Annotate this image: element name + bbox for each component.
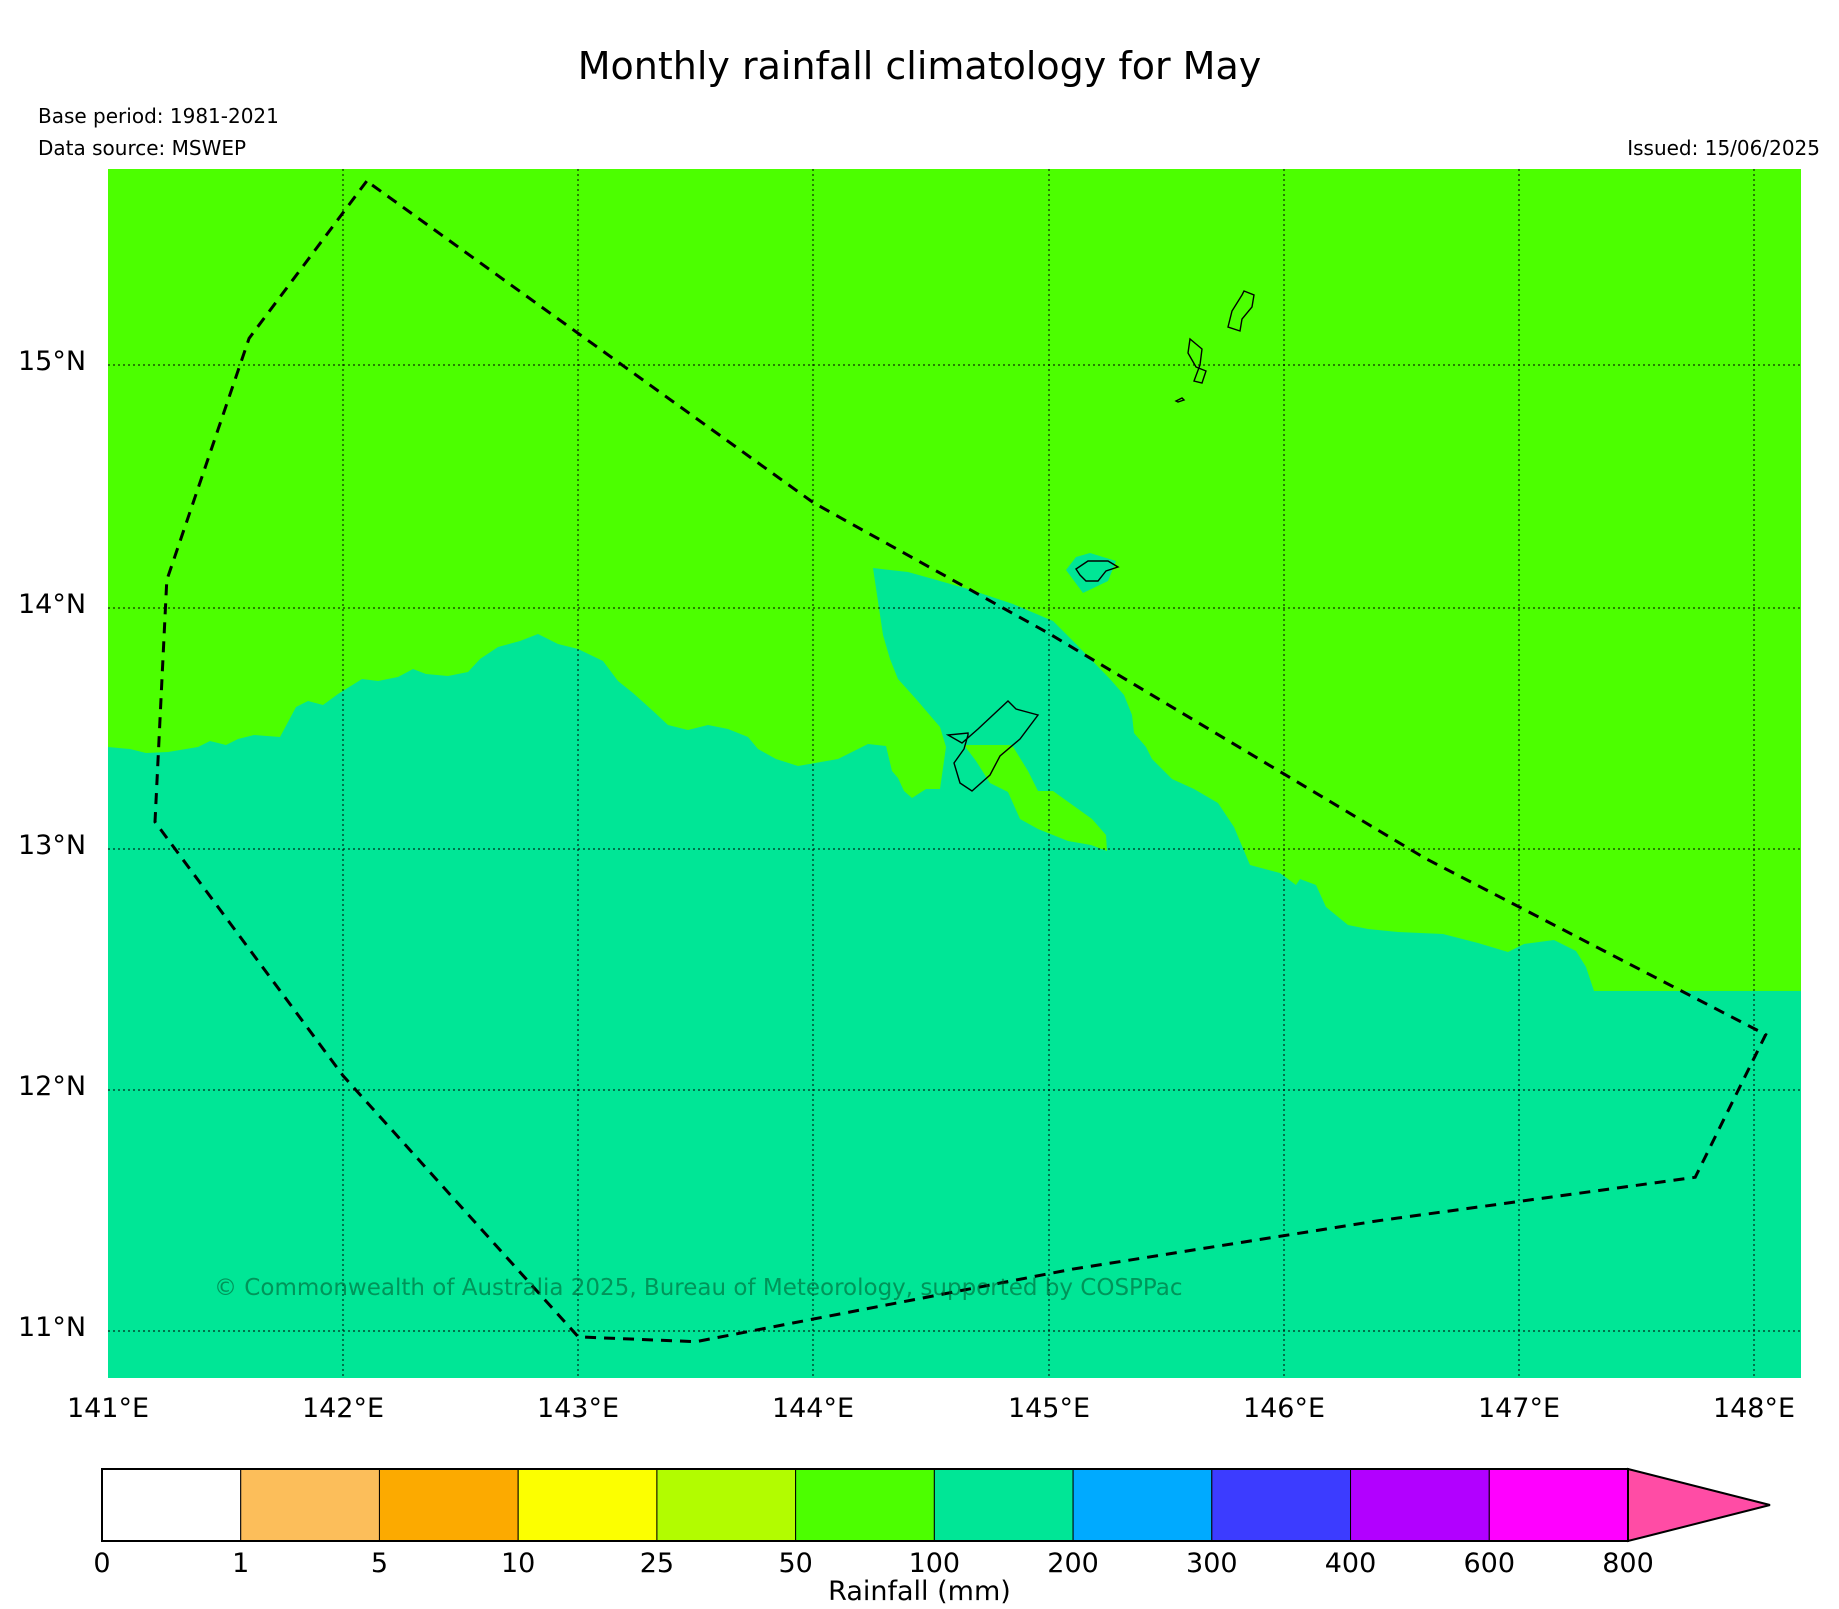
colorbar-tick-label: 50 [746,1548,846,1579]
lon-label-143: 143°E [518,1393,638,1424]
colorbar-tick-label: 800 [1578,1548,1678,1579]
lon-label-145: 145°E [989,1393,1109,1424]
rainfall-map [108,169,1801,1378]
colorbar-cell [934,1469,1073,1541]
base-period: Base period: 1981-2021 [38,104,279,128]
lat-label-15: 15°N [18,346,86,377]
lon-label-141: 141°E [48,1393,168,1424]
colorbar-cell [1212,1469,1351,1541]
lon-label-144: 144°E [753,1393,873,1424]
lat-label-14: 14°N [18,589,86,620]
colorbar-cell [379,1469,518,1541]
colorbar-tick-label: 400 [1301,1548,1401,1579]
colorbar-tick-label: 200 [1023,1548,1123,1579]
colorbar-label: Rainfall (mm) [0,1576,1839,1607]
colorbar-cell [1073,1469,1212,1541]
colorbar-cell [518,1469,657,1541]
colorbar-tick-label: 5 [329,1548,429,1579]
page-title: Monthly rainfall climatology for May [0,44,1839,88]
lat-label-13: 13°N [18,830,86,861]
lat-label-12: 12°N [18,1071,86,1102]
data-source: Data source: MSWEP [38,136,246,160]
colorbar-tick-label: 600 [1439,1548,1539,1579]
colorbar-extend-arrow [1628,1469,1770,1541]
lon-label-147: 147°E [1459,1393,1579,1424]
lat-label-11: 11°N [18,1312,86,1343]
colorbar-tick-label: 10 [468,1548,568,1579]
copyright-notice: © Commonwealth of Australia 2025, Bureau… [214,1275,1183,1301]
colorbar-tick-label: 100 [884,1548,984,1579]
lon-label-148: 148°E [1694,1393,1814,1424]
map-canvas [108,169,1801,1378]
colorbar-cell [796,1469,935,1541]
colorbar-cell [102,1469,241,1541]
colorbar-tick-label: 25 [607,1548,707,1579]
colorbar-tick-label: 1 [191,1548,291,1579]
lon-label-146: 146°E [1224,1393,1344,1424]
colorbar-cell [241,1469,380,1541]
issued-date: Issued: 15/06/2025 [1627,136,1820,160]
colorbar [100,1465,1780,1545]
colorbar-cell [1351,1469,1490,1541]
colorbar-tick-label: 300 [1162,1548,1262,1579]
colorbar-tick-label: 0 [52,1548,152,1579]
colorbar-cell [657,1469,796,1541]
lon-label-142: 142°E [283,1393,403,1424]
colorbar-cell [1489,1469,1628,1541]
